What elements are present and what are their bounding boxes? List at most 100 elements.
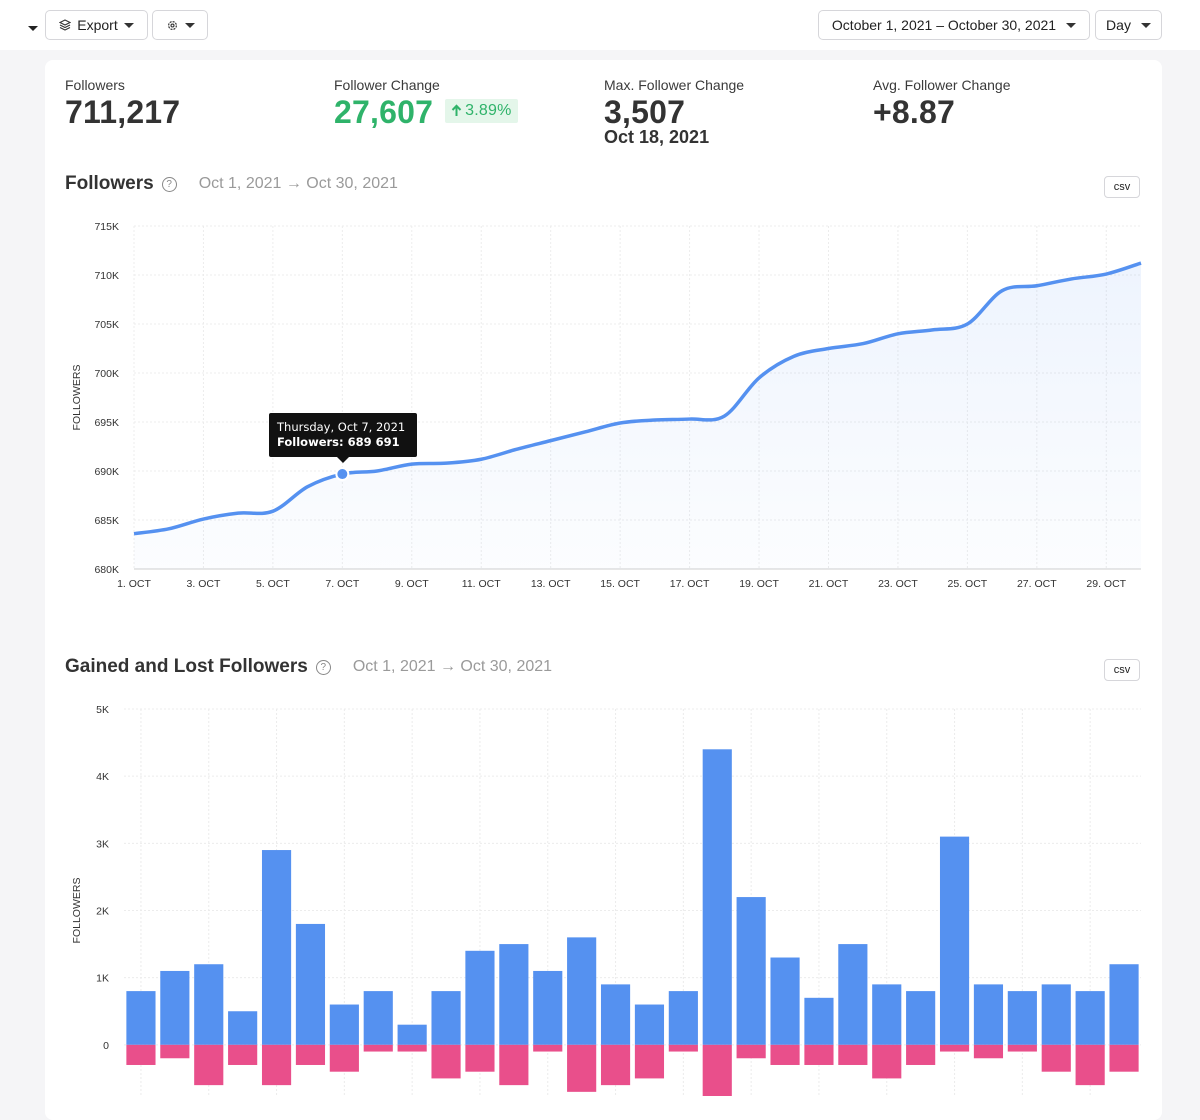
gained-bar — [702, 749, 732, 1045]
gained-bar — [363, 991, 393, 1045]
settings-button[interactable] — [152, 10, 208, 40]
y-tick-label: 710K — [94, 270, 119, 282]
gained-lost-csv-button[interactable]: csv — [1104, 659, 1140, 681]
lost-bar — [872, 1044, 902, 1079]
lost-bar — [1109, 1044, 1139, 1072]
y-tick-label: 680K — [94, 564, 119, 576]
stat-date: Oct 18, 2021 — [604, 127, 710, 147]
stat-value: 27,607 3.89% — [334, 94, 518, 131]
gained-bar — [160, 970, 190, 1045]
lost-bar — [431, 1044, 461, 1079]
gained-bar — [838, 944, 868, 1045]
help-icon[interactable]: ? — [315, 659, 331, 675]
stat-label: Follower Change — [334, 77, 440, 93]
x-tick-label: 15. OCT — [600, 578, 640, 590]
stat-label: Followers — [65, 77, 125, 93]
gained-bar — [228, 1011, 258, 1045]
top-toolbar: Export October 1, 2021 – October 30, 202… — [0, 0, 1200, 50]
gained-bar — [567, 937, 597, 1045]
gained-bar — [499, 944, 529, 1045]
stat-avg-follower-change: Avg. Follower Change +8.87 — [873, 77, 1010, 131]
gained-bar — [736, 897, 766, 1045]
gained-bar — [770, 957, 800, 1045]
gained-bar — [1007, 991, 1037, 1045]
change-badge: 3.89% — [445, 98, 518, 123]
gained-bar — [194, 964, 224, 1045]
lost-bar — [939, 1044, 970, 1052]
gained-bar — [295, 923, 326, 1045]
lost-bar — [397, 1044, 427, 1052]
gained-bar — [939, 836, 970, 1045]
lost-bar — [804, 1044, 834, 1065]
followers-csv-button[interactable]: csv — [1104, 176, 1140, 198]
gained-bar — [973, 984, 1004, 1045]
x-tick-label: 17. OCT — [670, 578, 710, 590]
gained-lost-section-header: Gained and Lost Followers ? Oct 1, 2021 … — [65, 656, 552, 678]
section-date-range: Oct 1, 2021 → Oct 30, 2021 — [198, 175, 398, 192]
lost-bar — [1041, 1044, 1071, 1072]
gear-icon — [167, 20, 177, 30]
stat-value: +8.87 — [873, 94, 955, 130]
change-badge-value: 3.89% — [465, 101, 512, 119]
stat-value: 3,507 — [604, 94, 686, 130]
tooltip-date: Thursday, Oct 7, 2021 — [277, 420, 406, 434]
collapse-caret-button[interactable] — [28, 18, 42, 32]
y-tick-label: 4K — [96, 771, 109, 783]
stat-follower-change: Follower Change 27,607 3.89% — [334, 77, 518, 131]
tooltip-value: Followers: 689 691 — [277, 435, 400, 449]
section-title: Gained and Lost Followers — [65, 656, 308, 677]
stat-value-number: 27,607 — [334, 94, 434, 130]
caret-down-icon — [1140, 22, 1151, 28]
x-tick-label: 29. OCT — [1086, 578, 1126, 590]
x-tick-label: 7. OCT — [325, 578, 359, 590]
y-tick-label: 0 — [103, 1040, 109, 1052]
y-axis-label: FOLLOWERS — [71, 878, 83, 944]
x-tick-label: 23. OCT — [878, 578, 918, 590]
y-tick-label: 690K — [94, 466, 119, 478]
lost-bar — [533, 1044, 563, 1052]
lost-bar — [668, 1044, 698, 1052]
x-tick-label: 27. OCT — [1017, 578, 1057, 590]
layers-icon — [59, 19, 72, 31]
help-icon[interactable]: ? — [161, 176, 177, 192]
x-tick-label: 19. OCT — [739, 578, 779, 590]
lost-bar — [702, 1044, 732, 1096]
gained-bar — [600, 984, 631, 1045]
lost-bar — [261, 1044, 292, 1086]
stat-label: Avg. Follower Change — [873, 77, 1011, 93]
export-button[interactable]: Export — [45, 10, 148, 40]
granularity-label: Day — [1106, 17, 1131, 33]
lost-bar — [567, 1044, 597, 1092]
analytics-card: Followers 711,217 Follower Change 27,607… — [45, 60, 1162, 1120]
lost-bar — [906, 1044, 936, 1065]
date-range-label: October 1, 2021 – October 30, 2021 — [831, 17, 1057, 33]
gained-bar — [533, 970, 563, 1045]
gained-bar — [804, 997, 834, 1045]
stat-label: Max. Follower Change — [604, 77, 745, 93]
lost-bar — [194, 1044, 224, 1086]
y-tick-label: 3K — [96, 838, 109, 850]
stat-followers: Followers 711,217 — [65, 77, 180, 131]
gained-bar — [126, 991, 156, 1045]
gained-bar — [668, 991, 698, 1045]
stat-value: 711,217 — [65, 94, 181, 130]
lost-bar — [600, 1044, 631, 1086]
gained-bar — [1075, 991, 1105, 1045]
gained-bar — [906, 991, 936, 1045]
lost-bar — [295, 1044, 326, 1065]
gained-bar — [1041, 984, 1071, 1045]
granularity-select[interactable]: Day — [1095, 10, 1162, 40]
caret-down-icon — [184, 22, 195, 28]
lost-bar — [1075, 1044, 1105, 1086]
y-axis-label: FOLLOWERS — [71, 365, 83, 431]
x-tick-label: 11. OCT — [462, 578, 501, 590]
date-range-picker[interactable]: October 1, 2021 – October 30, 2021 — [818, 10, 1090, 40]
y-tick-label: 715K — [94, 221, 119, 233]
lost-bar — [160, 1044, 190, 1059]
y-tick-label: 5K — [96, 704, 109, 716]
x-tick-label: 9. OCT — [395, 578, 429, 590]
x-tick-label: 13. OCT — [531, 578, 571, 590]
y-tick-label: 705K — [94, 319, 119, 331]
followers-area-fill — [134, 263, 1141, 569]
highlight-point — [335, 467, 350, 482]
